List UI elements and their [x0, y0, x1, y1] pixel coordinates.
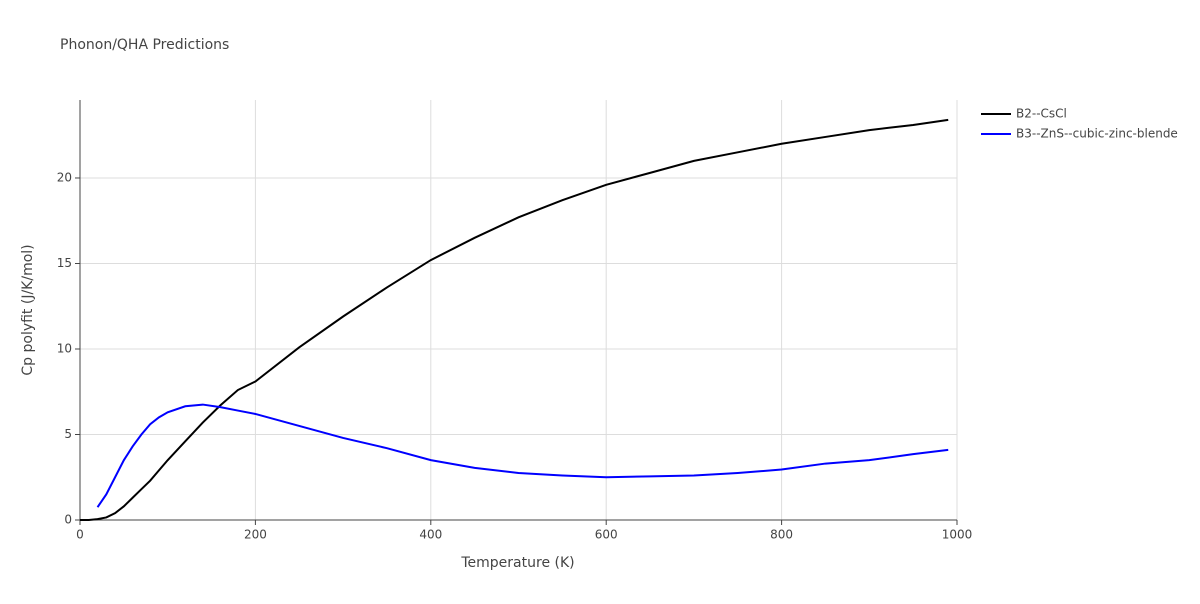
x-tick-label: 400 [419, 528, 442, 542]
y-tick-label: 0 [64, 513, 72, 527]
y-axis-title: Cp polyfit (J/K/mol) [20, 244, 36, 375]
x-tick-label: 200 [244, 528, 267, 542]
x-tick-label: 0 [76, 528, 84, 542]
legend-label: B3--ZnS--cubic-zinc-blende [1016, 127, 1178, 141]
x-tick-label: 600 [595, 528, 618, 542]
y-tick-label: 15 [57, 256, 72, 270]
x-axis-title: Temperature (K) [460, 555, 574, 571]
y-tick-label: 5 [64, 427, 72, 441]
legend-label: B2--CsCl [1016, 107, 1067, 121]
series-line [80, 118, 949, 521]
x-tick-label: 800 [770, 528, 793, 542]
x-tick-label: 1000 [942, 528, 973, 542]
y-tick-label: 20 [57, 170, 72, 184]
chart-title: Phonon/QHA Predictions [60, 37, 229, 53]
series-line [96, 403, 949, 508]
y-tick-label: 10 [57, 341, 72, 355]
